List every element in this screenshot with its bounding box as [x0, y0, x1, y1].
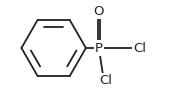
Text: O: O: [94, 5, 104, 18]
Text: P: P: [95, 41, 103, 55]
Text: Cl: Cl: [99, 74, 112, 87]
Text: Cl: Cl: [133, 41, 146, 55]
